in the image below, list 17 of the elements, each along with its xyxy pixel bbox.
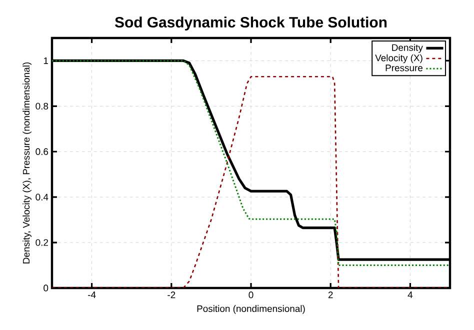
legend-label: Pressure [386,64,423,72]
y-tick-label: 0.2 [36,239,48,246]
y-tick-label: 0 [44,284,48,292]
chart-title: Sod Gasdynamic Shock Tube Solution [114,16,387,30]
legend-label: Velocity (X) [375,54,422,64]
x-tick-label: -2 [168,292,176,298]
y-tick-label: 0.8 [36,102,48,110]
y-tick-label: 0.6 [36,148,48,155]
x-tick-label: 4 [408,292,413,298]
legend-label: Density [392,44,423,53]
y-axis-title: Density, Velocity (X), Pressure (nondimensional) [22,62,32,264]
x-tick-label: 2 [328,292,333,298]
x-tick-label: -4 [88,292,96,298]
y-tick-label: 0.4 [36,194,48,200]
x-axis-title: Position (nondimensional) [197,305,305,314]
x-tick-label: 0 [248,292,254,298]
y-tick-label: 1 [44,57,48,64]
